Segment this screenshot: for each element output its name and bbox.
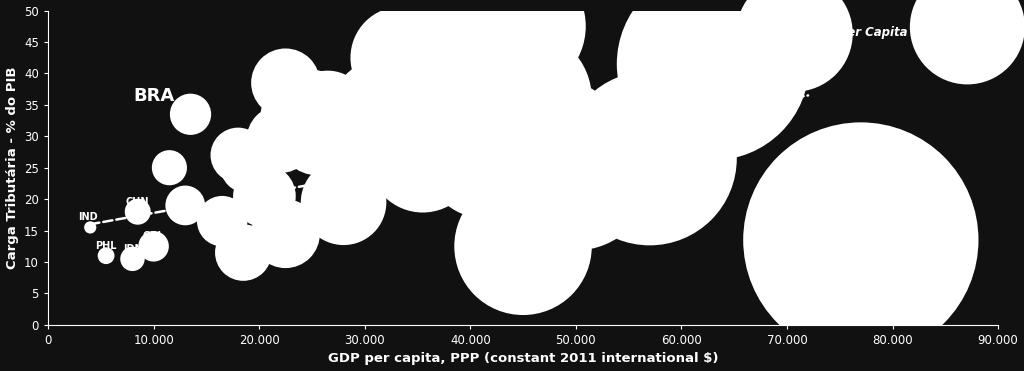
Point	[853, 237, 869, 243]
Text: KOR: KOR	[332, 187, 355, 197]
Point	[478, 152, 495, 158]
Text: SGP: SGP	[850, 225, 872, 235]
Point	[145, 243, 162, 249]
Point	[705, 61, 721, 67]
Point	[278, 231, 294, 237]
X-axis label: GDP per capita, PPP (constant 2011 international $): GDP per capita, PPP (constant 2011 inter…	[328, 352, 718, 365]
Text: AUS: AUS	[475, 140, 498, 150]
Text: ZAF: ZAF	[159, 153, 180, 162]
Text: IND: IND	[78, 212, 98, 222]
Text: PIB: PIB	[813, 26, 835, 39]
Point	[98, 253, 115, 259]
Text: IRL: IRL	[546, 137, 563, 147]
Point	[515, 243, 531, 249]
Point	[415, 155, 431, 161]
Point	[182, 111, 199, 117]
Legend: 	[952, 16, 992, 36]
Point	[229, 152, 246, 158]
Text: FIN: FIN	[435, 36, 453, 46]
Text: CHE: CHE	[639, 143, 660, 153]
Text: ESP: ESP	[370, 93, 391, 103]
Point	[473, 92, 489, 98]
Text: em PPC: em PPC	[908, 26, 956, 39]
Text: USA: USA	[564, 159, 587, 169]
Point	[361, 127, 378, 133]
Text: GRC: GRC	[300, 93, 324, 103]
Point	[40, 316, 56, 322]
Point	[547, 149, 563, 155]
Point	[304, 105, 321, 111]
Point	[393, 55, 410, 61]
Text: Per Capita: Per Capita	[840, 26, 908, 39]
Point	[515, 96, 531, 102]
Text: PRT: PRT	[307, 121, 328, 131]
Point	[425, 99, 441, 105]
Point	[309, 133, 326, 139]
Point	[177, 203, 194, 209]
Text: MYS: MYS	[273, 219, 297, 229]
Text: FRA: FRA	[423, 21, 444, 31]
Point	[256, 193, 272, 199]
Point	[241, 162, 257, 168]
Text: DNK: DNK	[506, 11, 529, 21]
Text: JPN: JPN	[414, 143, 432, 153]
Point	[641, 155, 657, 161]
Point	[373, 105, 389, 111]
Text: BEL: BEL	[444, 30, 465, 40]
Text: SWE: SWE	[469, 14, 494, 24]
Text: POL: POL	[286, 102, 307, 112]
Point	[161, 165, 177, 171]
Text: DEU: DEU	[470, 81, 493, 91]
Point	[473, 26, 489, 32]
Text: HUN: HUN	[273, 68, 298, 78]
Text: AUT: AUT	[480, 46, 503, 56]
Point	[272, 137, 289, 142]
Text: CZE: CZE	[317, 96, 338, 106]
Point	[446, 42, 463, 48]
Point	[499, 118, 515, 124]
Text: ITA: ITA	[393, 43, 411, 53]
Point	[425, 33, 441, 39]
Text: THA: THA	[174, 190, 197, 200]
Text: CHL: CHL	[254, 181, 275, 191]
Point	[510, 23, 526, 29]
Point	[325, 130, 341, 136]
Text: RUS: RUS	[269, 124, 292, 134]
Text: NOR: NOR	[701, 49, 725, 59]
Text: CAN: CAN	[496, 105, 518, 115]
Text: IDN: IDN	[123, 244, 142, 254]
Text: COL: COL	[142, 231, 165, 241]
Point	[124, 256, 140, 262]
Text: ARG: ARG	[226, 140, 250, 150]
Text: NZL: NZL	[359, 115, 381, 125]
Text: MEX: MEX	[210, 206, 234, 216]
Y-axis label: Carga Tributária - % do PIB: Carga Tributária - % do PIB	[5, 66, 18, 269]
Point	[130, 209, 146, 215]
Text: TUR: TUR	[238, 150, 260, 160]
Point	[567, 171, 584, 177]
Point	[278, 80, 294, 86]
Text: CHN: CHN	[126, 197, 150, 207]
Point	[336, 199, 352, 205]
Point	[236, 250, 252, 256]
Text: NLD: NLD	[512, 83, 535, 93]
Text: GBR: GBR	[422, 87, 444, 97]
Point	[319, 108, 336, 114]
Point	[82, 224, 98, 230]
Text: PHL: PHL	[95, 241, 117, 251]
Point	[214, 218, 230, 224]
Text: BRA: BRA	[133, 87, 175, 105]
Point	[288, 114, 304, 120]
Text: ISR: ISR	[324, 118, 342, 128]
Point	[435, 49, 452, 55]
Point	[483, 58, 500, 64]
Text: HKG: HKG	[511, 231, 535, 241]
Text: VEN: VEN	[232, 237, 254, 247]
